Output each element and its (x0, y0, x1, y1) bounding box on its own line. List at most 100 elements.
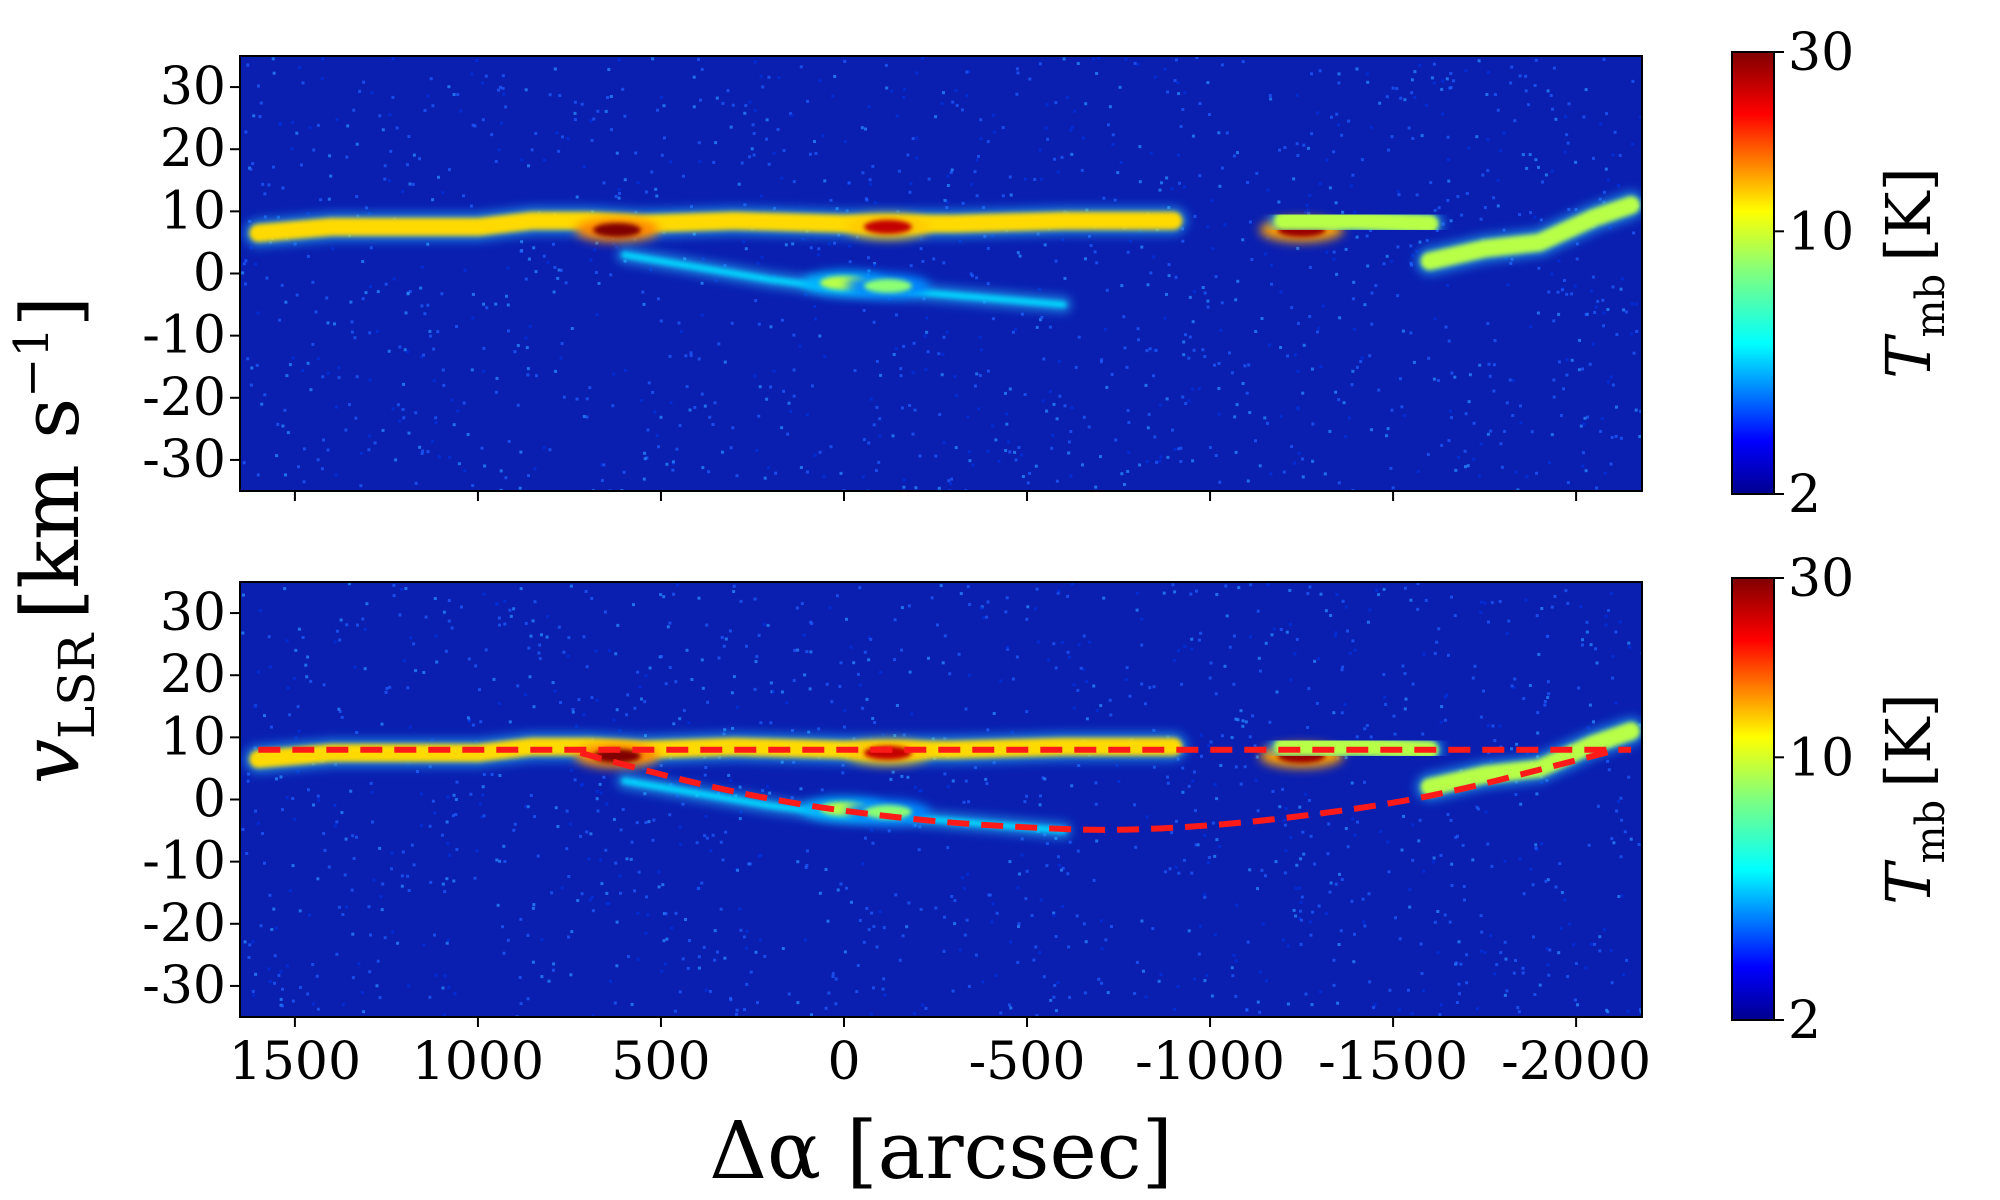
noise-pixel (1403, 672, 1407, 676)
noise-pixel (1183, 91, 1187, 95)
noise-pixel (420, 824, 424, 828)
noise-pixel (1585, 630, 1589, 634)
y-tick-label: 20 (160, 119, 226, 179)
noise-pixel (406, 686, 410, 690)
noise-pixel (629, 857, 633, 861)
noise-pixel (685, 385, 689, 389)
noise-pixel (799, 65, 803, 69)
noise-pixel (302, 447, 306, 451)
noise-pixel (1557, 360, 1561, 364)
noise-pixel (256, 473, 260, 477)
noise-pixel (1468, 373, 1472, 377)
noise-pixel (925, 330, 929, 334)
noise-pixel (404, 311, 408, 315)
noise-pixel (1609, 375, 1613, 379)
noise-pixel (950, 895, 954, 898)
noise-pixel (249, 383, 253, 387)
noise-pixel (1319, 592, 1323, 596)
noise-pixel (878, 910, 882, 913)
noise-pixel (1337, 398, 1341, 402)
noise-pixel (806, 470, 809, 474)
noise-pixel (350, 320, 354, 324)
noise-pixel (435, 660, 439, 664)
noise-pixel (1593, 942, 1596, 946)
noise-pixel (1519, 802, 1523, 806)
noise-pixel (825, 682, 829, 686)
noise-pixel (467, 657, 471, 661)
noise-pixel (1521, 966, 1525, 970)
noise-pixel (1524, 89, 1528, 93)
noise-pixel (1302, 143, 1306, 147)
noise-pixel (1187, 784, 1191, 788)
noise-pixel (1514, 959, 1517, 962)
noise-pixel (1507, 619, 1511, 623)
noise-pixel (1042, 975, 1046, 979)
noise-pixel (1411, 254, 1415, 257)
noise-pixel (520, 240, 524, 244)
noise-pixel (943, 198, 947, 202)
noise-pixel (276, 422, 280, 426)
noise-pixel (1020, 453, 1024, 457)
noise-pixel (1395, 87, 1399, 91)
noise-pixel (1293, 353, 1297, 357)
noise-pixel (671, 468, 675, 472)
noise-pixel (1557, 259, 1561, 263)
noise-pixel (1056, 591, 1060, 595)
noise-pixel (256, 311, 260, 315)
noise-pixel (524, 804, 528, 808)
noise-pixel (558, 94, 562, 97)
noise-pixel (823, 179, 827, 183)
noise-pixel (391, 95, 395, 99)
noise-pixel (1148, 686, 1152, 690)
noise-pixel (392, 277, 396, 281)
noise-pixel (1241, 60, 1245, 64)
noise-pixel (615, 920, 619, 924)
noise-pixel (975, 372, 979, 376)
noise-pixel (792, 333, 796, 337)
noise-pixel (335, 820, 339, 824)
noise-pixel (861, 862, 864, 866)
noise-pixel (754, 660, 758, 664)
noise-pixel (664, 682, 668, 686)
noise-pixel (1310, 367, 1314, 371)
noise-pixel (867, 441, 871, 445)
noise-pixel (1203, 834, 1207, 837)
noise-pixel (943, 634, 947, 638)
noise-pixel (1274, 860, 1278, 864)
noise-pixel (1210, 199, 1214, 203)
noise-pixel (1290, 445, 1294, 448)
noise-pixel (799, 466, 803, 469)
noise-pixel (1108, 698, 1112, 702)
noise-pixel (442, 383, 446, 387)
noise-pixel (958, 239, 962, 243)
noise-pixel (590, 596, 594, 600)
noise-pixel (285, 964, 289, 968)
noise-pixel (1142, 969, 1145, 973)
noise-pixel (675, 447, 679, 451)
noise-pixel (941, 661, 945, 665)
noise-pixel (1631, 142, 1635, 146)
noise-pixel (1177, 447, 1181, 451)
noise-pixel (756, 1001, 759, 1005)
noise-pixel (1587, 843, 1591, 847)
noise-pixel (1365, 234, 1369, 238)
noise-pixel (1379, 830, 1383, 834)
noise-pixel (1255, 171, 1259, 175)
noise-pixel (1454, 835, 1458, 839)
noise-pixel (1533, 215, 1537, 219)
noise-pixel (1118, 85, 1122, 89)
noise-pixel (1459, 962, 1463, 966)
noise-pixel (392, 583, 396, 587)
noise-pixel (1361, 897, 1365, 901)
noise-pixel (1213, 854, 1217, 858)
noise-pixel (1400, 848, 1404, 852)
noise-pixel (1449, 409, 1452, 413)
noise-pixel (739, 599, 743, 603)
noise-pixel (1517, 1010, 1521, 1014)
noise-pixel (653, 410, 657, 414)
noise-pixel (395, 126, 399, 130)
noise-pixel (1061, 866, 1065, 870)
noise-pixel (1097, 56, 1100, 60)
noise-pixel (780, 760, 784, 764)
noise-pixel (1429, 181, 1433, 185)
